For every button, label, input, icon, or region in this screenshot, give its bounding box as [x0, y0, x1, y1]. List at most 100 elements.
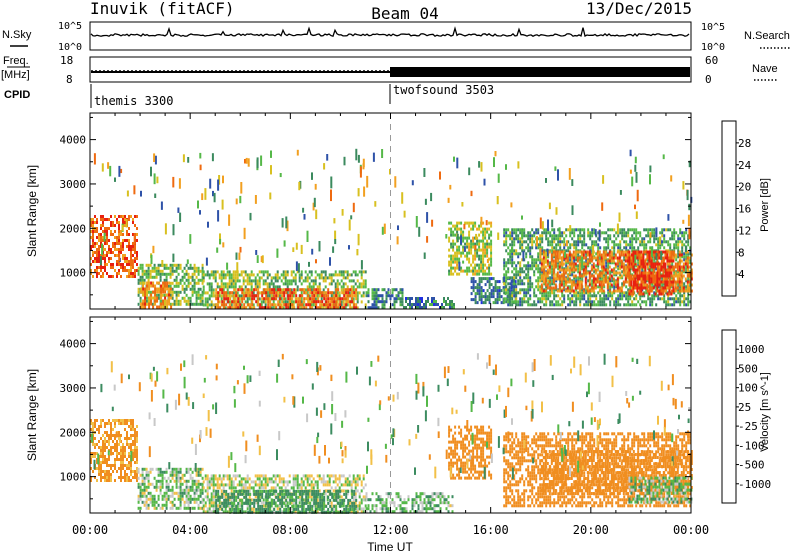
- range-gate-cell: [228, 279, 231, 283]
- range-gate-cell: [254, 285, 257, 289]
- range-gate-cell: [563, 246, 566, 250]
- range-gate-cell: [574, 286, 577, 290]
- range-gate-cell: [379, 294, 382, 298]
- range-gate-cell: [579, 258, 582, 262]
- range-gate-cell: [175, 284, 178, 288]
- range-gate-cell: [470, 280, 473, 284]
- range-gate-cell: [429, 303, 431, 306]
- range-gate-cell: [191, 284, 194, 288]
- nsearch-label: N.Search: [744, 30, 790, 42]
- range-gate-cell: [559, 237, 562, 241]
- range-gate-cell: [607, 234, 610, 238]
- range-gate-cell: [540, 268, 543, 272]
- range-gate-cell: [653, 255, 656, 259]
- range-gate-cell: [352, 300, 355, 304]
- range-gate-cell: [579, 303, 582, 307]
- range-gate-cell: [186, 259, 189, 264]
- range-gate-cell: [603, 303, 606, 307]
- range-gate-cell: [545, 297, 548, 301]
- range-gate-cell: [90, 272, 92, 275]
- range-gate-cell: [587, 297, 590, 301]
- range-gate-cell: [567, 297, 570, 301]
- range-gate-cell: [460, 227, 463, 231]
- range-gate-cell: [598, 250, 601, 254]
- range-gate-cell: [683, 237, 686, 241]
- range-gate-cell: [145, 299, 148, 303]
- range-gate-cell: [607, 243, 610, 247]
- range-gate-cell: [535, 264, 538, 268]
- range-gate-cell: [251, 297, 254, 301]
- range-gate-cell: [621, 294, 624, 298]
- range-gate-cell: [226, 282, 229, 286]
- range-gate-cell: [349, 294, 352, 298]
- range-gate-cell: [468, 260, 471, 264]
- range-gate-cell: [452, 248, 455, 252]
- range-gate-cell: [245, 288, 248, 292]
- range-gate-cell: [606, 280, 609, 284]
- range-gate-cell: [208, 294, 211, 298]
- range-gate-cell: [610, 274, 613, 278]
- range-gate-cell: [583, 294, 586, 298]
- range-gate-cell: [575, 258, 578, 262]
- range-gate-cell: [573, 294, 576, 298]
- range-gate-cell: [648, 286, 651, 290]
- range-gate-cell: [266, 273, 269, 277]
- range-gate-cell: [385, 300, 388, 304]
- range-gate-cell: [249, 291, 252, 295]
- range-gate-cell: [613, 282, 616, 286]
- range-gate-cell: [321, 294, 324, 298]
- range-gate-cell: [210, 291, 213, 295]
- range-gate-cell: [545, 228, 548, 232]
- range-gate-cell: [114, 254, 116, 257]
- range-gate-cell: [646, 283, 649, 287]
- range-gate-cell: [218, 294, 221, 298]
- range-gate-cell: [637, 258, 640, 262]
- range-gate-cell: [547, 294, 550, 298]
- range-gate-cell: [333, 300, 336, 304]
- range-gate-cell: [666, 274, 669, 278]
- range-gate-cell: [494, 151, 497, 157]
- range-gate-cell: [309, 291, 312, 295]
- range-gate-cell: [312, 202, 315, 211]
- range-gate-cell: [680, 259, 683, 263]
- range-gate-cell: [484, 227, 487, 231]
- range-gate-cell: [156, 281, 159, 285]
- range-gate-cell: [299, 288, 302, 292]
- range-gate-cell: [659, 297, 662, 301]
- range-gate-cell: [628, 271, 631, 275]
- range-gate-cell: [360, 285, 363, 289]
- range-gate-cell: [147, 275, 150, 279]
- range-gate-cell: [529, 246, 532, 250]
- range-gate-cell: [619, 190, 622, 195]
- range-gate-cell: [337, 297, 340, 301]
- range-gate-cell: [92, 218, 94, 221]
- range-gate-cell: [643, 300, 646, 304]
- range-gate-cell: [641, 243, 644, 247]
- range-gate-cell: [615, 243, 618, 247]
- range-gate-cell: [92, 242, 94, 245]
- range-gate-cell: [443, 297, 445, 300]
- range-gate-cell: [615, 300, 618, 304]
- range-gate-cell: [324, 270, 327, 274]
- range-gate-cell: [688, 256, 691, 260]
- range-gate-cell: [110, 221, 112, 224]
- range-gate-cell: [563, 231, 566, 235]
- range-gate-cell: [478, 277, 481, 281]
- range-gate-cell: [572, 280, 575, 284]
- range-gate-cell: [531, 228, 534, 232]
- range-gate-cell: [641, 267, 644, 271]
- range-gate-cell: [181, 284, 184, 288]
- range-gate-cell: [261, 297, 264, 301]
- beam-title: Beam 04: [371, 4, 438, 23]
- range-gate-cell: [595, 297, 598, 301]
- range-gate-cell: [644, 265, 647, 269]
- range-gate-cell: [286, 291, 289, 295]
- range-gate-cell: [624, 265, 627, 269]
- range-gate-cell: [282, 270, 285, 274]
- range-gate-cell: [179, 281, 182, 285]
- range-gate-cell: [627, 300, 630, 304]
- range-gate-cell: [319, 303, 322, 307]
- range-gate-cell: [537, 264, 540, 268]
- range-gate-cell: [134, 251, 136, 254]
- range-gate-cell: [490, 272, 493, 276]
